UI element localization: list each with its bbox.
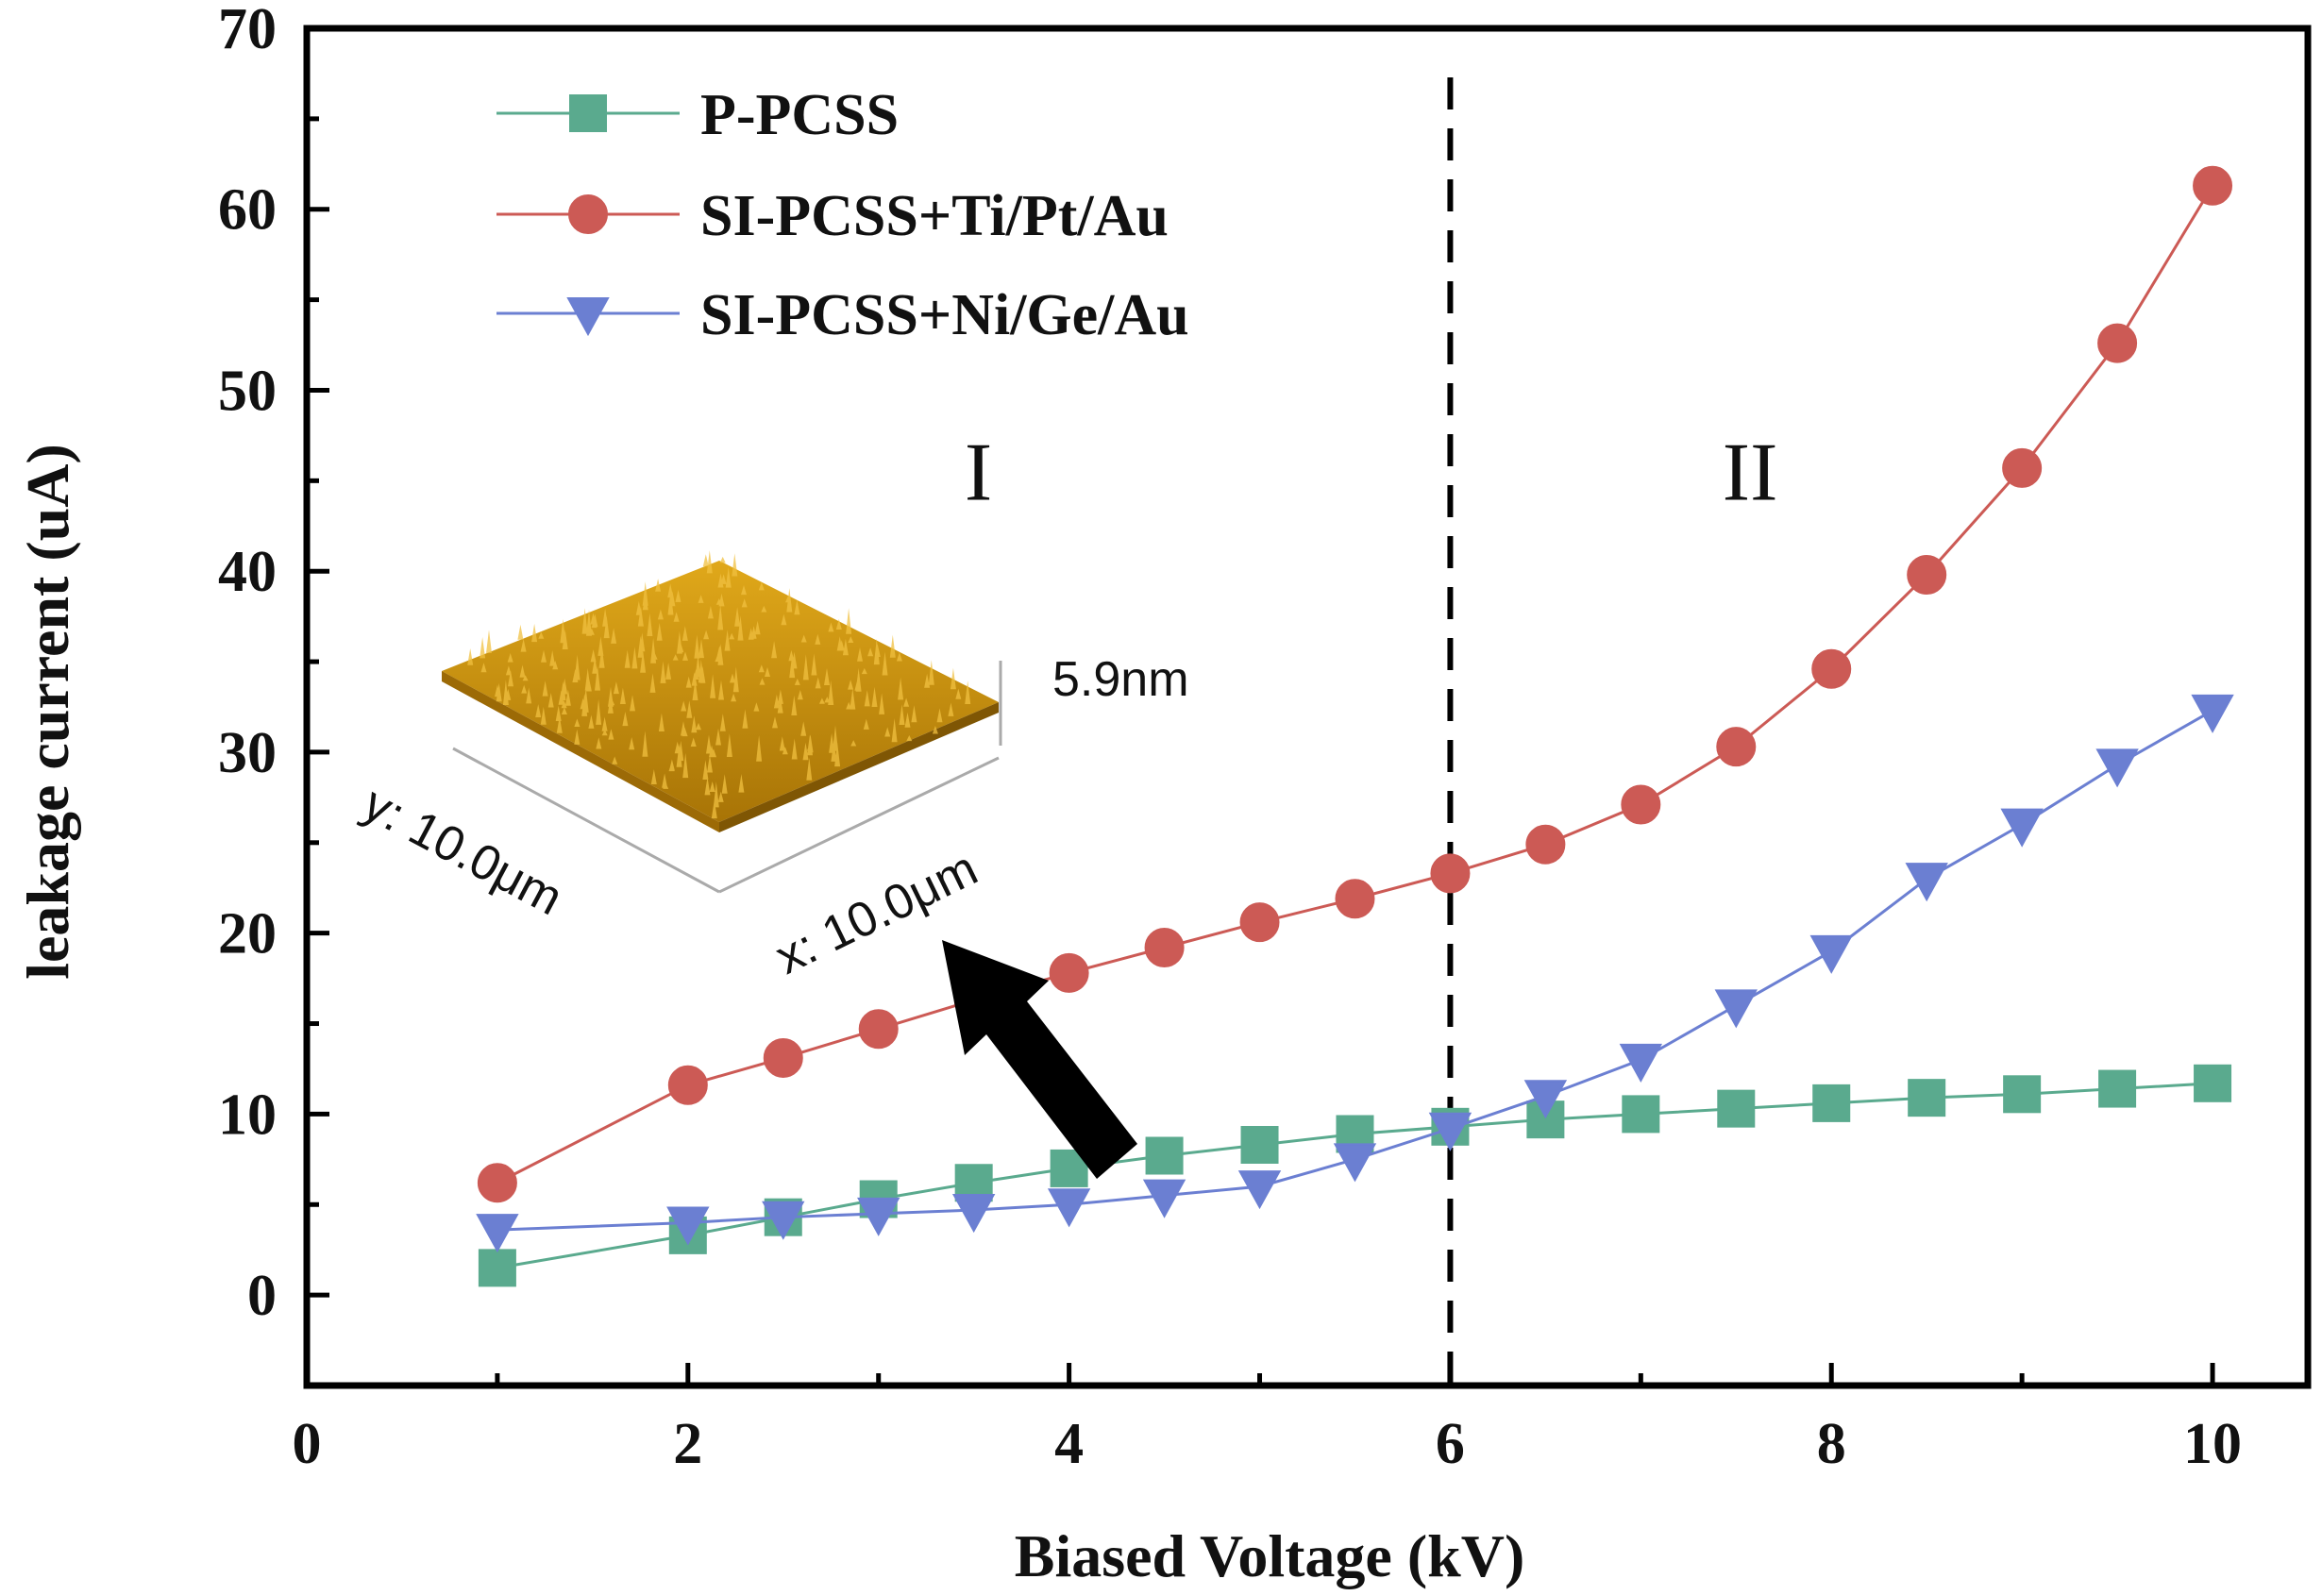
y-tick-label: 30 xyxy=(218,721,277,785)
data-point xyxy=(1622,1095,1660,1134)
series-2 xyxy=(477,165,2233,1203)
data-point xyxy=(2000,808,2044,848)
legend-marker xyxy=(566,297,610,337)
data-point xyxy=(2098,1069,2137,1108)
surface-roughness xyxy=(467,550,971,819)
data-point xyxy=(2191,694,2234,733)
surface-side-left xyxy=(442,671,719,832)
data-point xyxy=(1811,648,1852,689)
inset-axis-x xyxy=(718,756,1000,894)
data-point xyxy=(763,1037,803,1078)
data-point xyxy=(2193,165,2233,206)
data-point xyxy=(1333,1143,1377,1183)
data-point xyxy=(762,1201,805,1240)
plot-series xyxy=(476,165,2234,1287)
inset-height-label: 5.9nm xyxy=(1052,652,1189,707)
x-tick-label: 4 xyxy=(1054,1412,1084,1476)
data-point xyxy=(1049,952,1089,993)
data-point xyxy=(857,1197,900,1236)
data-point xyxy=(1240,1125,1279,1164)
data-point xyxy=(667,1065,708,1105)
axes: 0 2 4 6 8 10 0 10 20 30 40 50 60 70 Biased Voltage (kV… xyxy=(14,0,2312,1589)
data-point xyxy=(1142,1179,1186,1218)
data-point xyxy=(951,1194,996,1234)
data-point xyxy=(1905,863,1948,902)
y-axis-title: leakage current (uA) xyxy=(14,444,81,980)
data-point xyxy=(476,1214,519,1253)
y-tick-label: 60 xyxy=(218,178,277,243)
data-point xyxy=(2002,447,2043,488)
data-point xyxy=(666,1206,710,1246)
surface-side-right xyxy=(719,702,999,832)
legend-label: SI-PCSS+Ni/Ge/Au xyxy=(700,283,1189,347)
inset-y-label: y: 10.0μm xyxy=(354,776,571,926)
y-tick-label: 70 xyxy=(218,0,277,61)
data-point xyxy=(1907,555,1947,596)
data-point xyxy=(1619,1043,1663,1083)
y-tick-label: 10 xyxy=(218,1083,277,1147)
data-point xyxy=(1047,1188,1091,1228)
legend-label: SI-PCSS+Ti/Pt/Au xyxy=(700,184,1169,248)
data-point xyxy=(1144,928,1185,968)
data-point xyxy=(1145,1136,1184,1175)
data-point xyxy=(1812,1084,1851,1122)
region-label-2: II xyxy=(1723,428,1778,519)
data-point xyxy=(1237,1170,1282,1210)
y-tick-label: 40 xyxy=(218,540,277,604)
data-point xyxy=(2097,323,2138,363)
plot-frame xyxy=(303,25,2312,1389)
data-point xyxy=(1428,1112,1472,1151)
data-point xyxy=(2003,1075,2042,1114)
data-point xyxy=(1335,879,1375,919)
data-point xyxy=(858,1009,899,1050)
data-point xyxy=(477,1163,517,1203)
y-tick-label: 50 xyxy=(218,359,277,423)
x-axis-title: Biased Voltage (kV) xyxy=(1015,1522,1525,1589)
x-tick-label: 10 xyxy=(2183,1412,2242,1476)
data-point xyxy=(1809,934,1853,974)
series-3 xyxy=(476,694,2234,1253)
legend-entry-3: SI-PCSS+Ni/Ge/Au xyxy=(496,283,1189,347)
data-point xyxy=(1430,853,1471,894)
x-tick-label: 6 xyxy=(1436,1412,1465,1476)
legend-entry-2: SI-PCSS+Ti/Pt/Au xyxy=(496,184,1169,248)
data-point xyxy=(1908,1079,1946,1117)
data-point xyxy=(2095,748,2139,788)
data-point xyxy=(1714,989,1758,1029)
x-tick-label: 0 xyxy=(293,1412,322,1476)
x-tick-label: 2 xyxy=(673,1412,702,1476)
legend-label: P-PCSS xyxy=(700,83,899,147)
data-point xyxy=(478,1249,516,1287)
data-point xyxy=(1523,1080,1568,1119)
data-point xyxy=(1525,824,1566,865)
data-point xyxy=(1717,1089,1756,1128)
x-tick-label: 8 xyxy=(1817,1412,1846,1476)
data-point xyxy=(1621,784,1661,825)
legend-marker xyxy=(568,194,608,234)
legend-entry-1: P-PCSS xyxy=(496,83,899,147)
data-point xyxy=(2194,1064,2232,1102)
legend-marker xyxy=(569,94,607,132)
inset-axis-y xyxy=(452,747,720,894)
data-point xyxy=(1716,727,1757,767)
y-tick-label: 20 xyxy=(218,902,277,966)
data-point xyxy=(1239,902,1280,943)
region-label-1: I xyxy=(965,428,992,519)
y-tick-label: 0 xyxy=(247,1264,277,1328)
inset-arrow xyxy=(942,940,1137,1179)
legend: P-PCSS SI-PCSS+Ti/Pt/Au SI-PCSS+Ni/Ge/Au xyxy=(496,83,1189,347)
